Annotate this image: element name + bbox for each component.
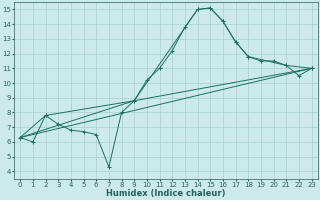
X-axis label: Humidex (Indice chaleur): Humidex (Indice chaleur): [106, 189, 226, 198]
